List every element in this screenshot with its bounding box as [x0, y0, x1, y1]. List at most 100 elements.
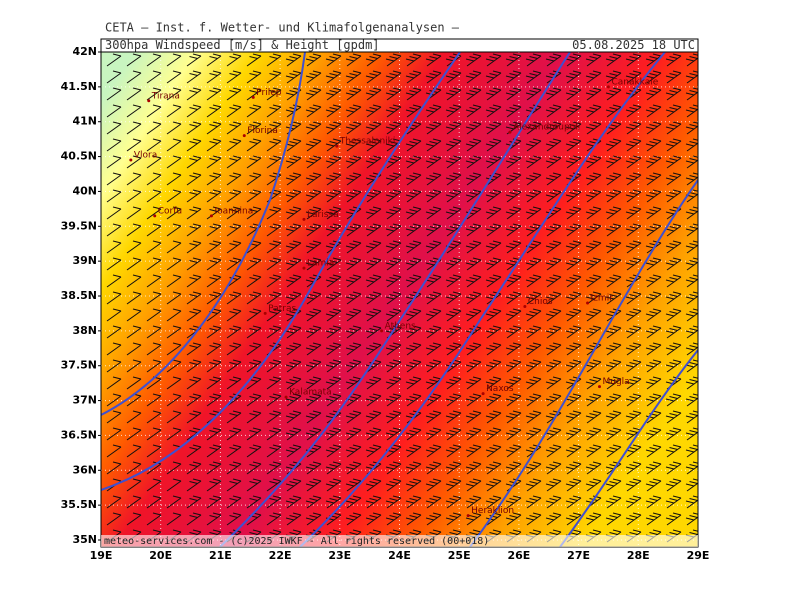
- wind-barb: [405, 70, 422, 84]
- wind-barb: [206, 240, 222, 254]
- city-marker: [209, 214, 213, 218]
- wind-barb: [545, 104, 562, 118]
- wind-barb: [485, 461, 502, 475]
- wind-barb: [266, 393, 282, 407]
- wind-barb: [166, 87, 182, 101]
- wind-barb: [505, 70, 522, 84]
- wind-barb: [665, 87, 682, 101]
- wind-barb: [206, 274, 222, 288]
- wind-barb: [305, 70, 322, 84]
- wind-barb: [246, 104, 262, 118]
- wind-barb: [445, 376, 462, 390]
- wind-barb: [605, 172, 622, 186]
- title: 300hpa Windspeed [m/s] & Height [gpdm]: [105, 38, 380, 52]
- wind-barb: [685, 223, 698, 237]
- wind-barb: [425, 104, 442, 118]
- wind-barb: [665, 359, 682, 373]
- wind-barb: [425, 308, 442, 322]
- wind-barb: [405, 53, 422, 67]
- wind-barb: [505, 206, 522, 220]
- wind-barb: [305, 393, 322, 407]
- wind-barb: [425, 155, 442, 169]
- wind-barb: [266, 53, 282, 67]
- wind-barb: [685, 478, 698, 492]
- wind-barb: [106, 257, 122, 271]
- wind-barb: [545, 495, 562, 509]
- wind-barb: [525, 172, 542, 186]
- wind-barb: [106, 138, 122, 152]
- wind-barb: [525, 461, 542, 475]
- wind-barb: [505, 444, 522, 458]
- wind-barb: [146, 206, 162, 220]
- city-marker: [335, 144, 339, 148]
- lon-label: 26E: [507, 549, 530, 562]
- wind-barb: [146, 308, 162, 322]
- wind-barb: [166, 291, 182, 305]
- city-marker: [147, 99, 151, 103]
- wind-barb: [465, 53, 482, 67]
- wind-barb: [385, 87, 402, 101]
- wind-barb: [126, 53, 142, 67]
- wind-barb: [325, 206, 342, 220]
- wind-barb: [325, 512, 342, 526]
- wind-barb: [325, 274, 342, 288]
- wind-barb: [485, 512, 502, 526]
- wind-barb: [206, 257, 222, 271]
- wind-barb: [166, 359, 182, 373]
- wind-barb: [545, 138, 562, 152]
- wind-barb: [665, 512, 682, 526]
- wind-barb: [485, 495, 502, 509]
- wind-barb: [325, 257, 342, 271]
- wind-barb: [445, 308, 462, 322]
- wind-barb: [425, 461, 442, 475]
- wind-barb: [525, 478, 542, 492]
- city-name: Thessaloniki: [339, 137, 396, 147]
- wind-barb: [166, 70, 182, 84]
- wind-barb: [585, 274, 602, 288]
- wind-barb: [505, 189, 522, 203]
- city-marker: [523, 304, 527, 308]
- wind-barb: [285, 410, 302, 424]
- wind-barb: [465, 240, 482, 254]
- wind-barb: [645, 393, 662, 407]
- wind-barb: [226, 291, 242, 305]
- wind-barb: [425, 325, 442, 339]
- city-marker: [242, 134, 246, 138]
- wind-barb: [665, 444, 682, 458]
- wind-barb: [206, 206, 222, 220]
- wind-barb: [525, 87, 542, 101]
- wind-barb: [345, 189, 362, 203]
- wind-barb: [545, 342, 562, 356]
- wind-barb: [285, 155, 302, 169]
- wind-barb: [605, 274, 622, 288]
- wind-barb: [525, 308, 542, 322]
- wind-barb: [565, 461, 582, 475]
- wind-barb: [166, 376, 182, 390]
- wind-barb: [365, 189, 382, 203]
- wind-barb: [685, 206, 698, 220]
- wind-barb: [465, 342, 482, 356]
- wind-barb: [126, 308, 142, 322]
- wind-barb: [585, 155, 602, 169]
- wind-barb: [585, 444, 602, 458]
- city-name: Alexandroupoli: [513, 123, 580, 133]
- wind-barb: [305, 53, 322, 67]
- wind-barb: [166, 410, 182, 424]
- wind-barb: [345, 427, 362, 441]
- wind-barb: [365, 325, 382, 339]
- wind-barb: [565, 206, 582, 220]
- wind-barb: [565, 70, 582, 84]
- lon-label: 28E: [627, 549, 650, 562]
- wind-barb: [226, 87, 242, 101]
- wind-barb: [445, 291, 462, 305]
- wind-barb: [246, 478, 262, 492]
- wind-barb: [206, 376, 222, 390]
- wind-barb: [545, 206, 562, 220]
- map-field: Tirana Prilep Florina Thessaloniki Vlora Corf…: [101, 52, 698, 547]
- wind-barb: [625, 495, 642, 509]
- wind-barb: [485, 155, 502, 169]
- wind-barb: [126, 274, 142, 288]
- wind-barb: [485, 206, 502, 220]
- wind-barb: [345, 172, 362, 186]
- wind-barb: [625, 87, 642, 101]
